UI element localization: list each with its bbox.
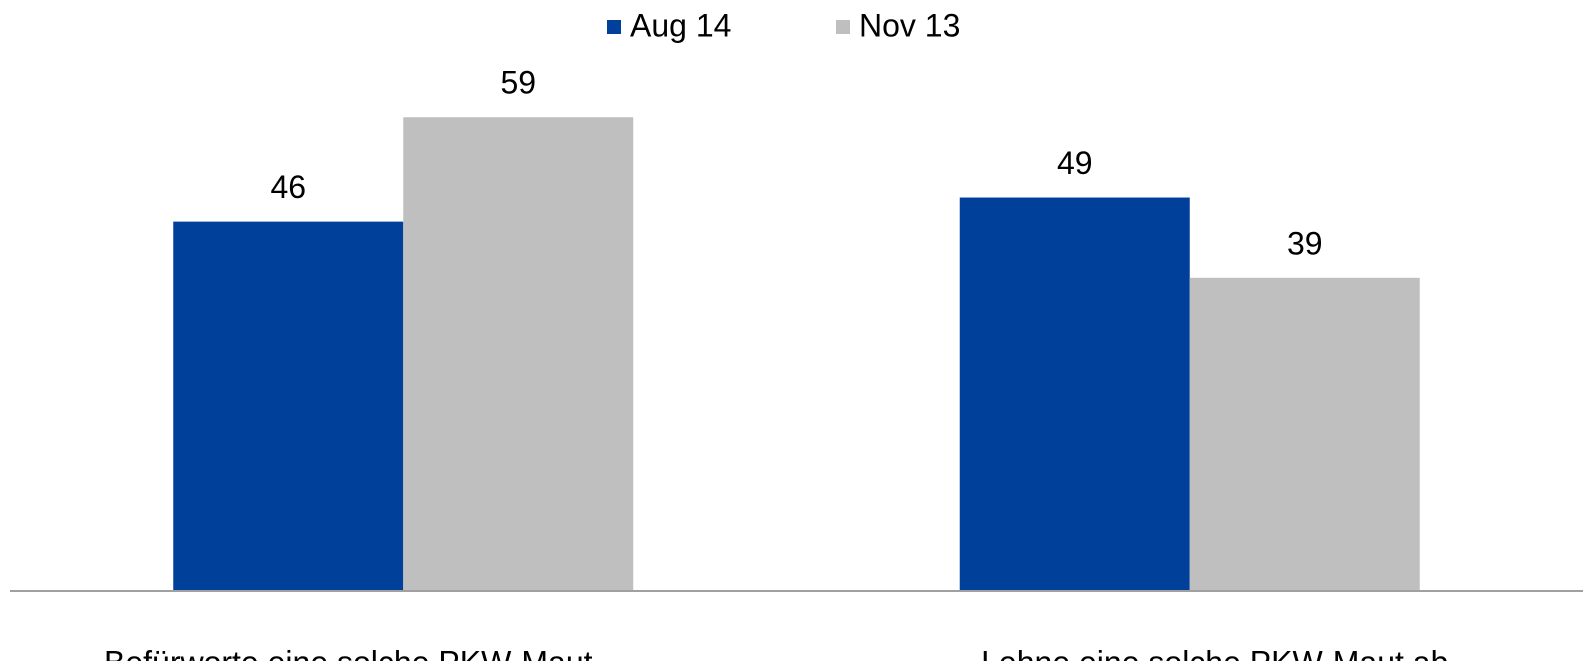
- x-tick-label: Befürworte eine solche PKW-Maut: [104, 644, 593, 661]
- data-label: 46: [270, 169, 306, 205]
- data-label: 59: [500, 65, 536, 101]
- bar: [959, 197, 1190, 591]
- data-label: 39: [1287, 225, 1323, 261]
- legend-label: Nov 13: [859, 7, 960, 43]
- bar: [1189, 277, 1420, 591]
- x-tick-label: Lehne eine solche PKW-Maut ab: [981, 644, 1448, 661]
- legend-swatch: [607, 20, 621, 34]
- legend-swatch: [836, 20, 850, 34]
- bar: [173, 221, 404, 591]
- data-label: 49: [1057, 145, 1093, 181]
- legend-label: Aug 14: [630, 7, 731, 43]
- bar: [403, 117, 634, 591]
